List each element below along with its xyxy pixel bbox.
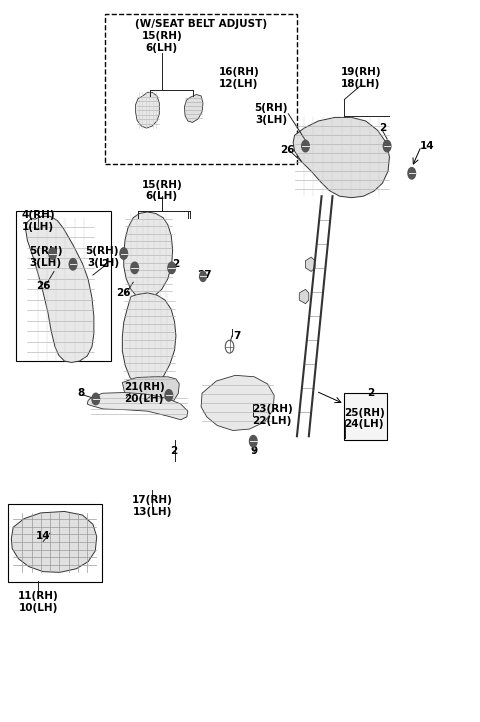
- Polygon shape: [184, 95, 203, 123]
- Circle shape: [92, 393, 99, 405]
- Text: 9: 9: [251, 445, 258, 456]
- Text: 5(RH)
3(LH): 5(RH) 3(LH): [85, 246, 119, 268]
- Circle shape: [49, 248, 56, 259]
- Text: 4(RH)
1(LH): 4(RH) 1(LH): [22, 211, 55, 232]
- Text: 26: 26: [117, 288, 131, 298]
- Circle shape: [250, 435, 257, 447]
- Circle shape: [168, 262, 176, 274]
- Circle shape: [131, 262, 138, 274]
- Text: 26: 26: [36, 281, 50, 291]
- Circle shape: [69, 258, 77, 270]
- Text: 2: 2: [170, 445, 177, 456]
- Text: 19(RH)
18(LH): 19(RH) 18(LH): [341, 67, 381, 89]
- Text: 14: 14: [36, 531, 50, 541]
- Text: 2: 2: [172, 259, 180, 269]
- Text: 21(RH)
20(LH): 21(RH) 20(LH): [124, 383, 165, 404]
- Polygon shape: [124, 212, 173, 299]
- Text: 5(RH)
3(LH): 5(RH) 3(LH): [254, 103, 288, 125]
- Text: 17(RH)
13(LH): 17(RH) 13(LH): [132, 495, 173, 516]
- Text: 25(RH)
24(LH): 25(RH) 24(LH): [344, 407, 385, 429]
- Circle shape: [408, 168, 416, 179]
- Text: 14: 14: [420, 141, 435, 151]
- Polygon shape: [136, 92, 159, 129]
- Text: 5(RH)
3(LH): 5(RH) 3(LH): [29, 246, 62, 268]
- Bar: [9, 504, 102, 582]
- Text: 15(RH)
6(LH): 15(RH) 6(LH): [141, 31, 182, 53]
- Polygon shape: [87, 393, 188, 419]
- Bar: [344, 393, 387, 440]
- Text: 27: 27: [197, 270, 212, 280]
- Text: 2: 2: [101, 259, 108, 269]
- Circle shape: [301, 140, 309, 152]
- Text: (W/SEAT BELT ADJUST): (W/SEAT BELT ADJUST): [135, 19, 267, 30]
- Polygon shape: [25, 217, 94, 362]
- Text: 15(RH)
6(LH): 15(RH) 6(LH): [141, 180, 182, 201]
- Circle shape: [165, 390, 173, 401]
- Polygon shape: [122, 293, 176, 387]
- Text: 2: 2: [379, 123, 386, 133]
- Text: 2: 2: [367, 388, 374, 399]
- Circle shape: [384, 140, 391, 152]
- Text: 16(RH)
12(LH): 16(RH) 12(LH): [219, 67, 259, 89]
- Bar: [105, 14, 297, 164]
- Bar: [16, 211, 111, 361]
- Polygon shape: [300, 290, 309, 304]
- Circle shape: [200, 271, 206, 282]
- Polygon shape: [305, 257, 315, 271]
- Polygon shape: [201, 375, 274, 430]
- Text: 8: 8: [77, 388, 84, 399]
- Circle shape: [120, 248, 128, 259]
- Text: 7: 7: [233, 331, 240, 341]
- Polygon shape: [293, 118, 389, 198]
- Polygon shape: [122, 377, 179, 409]
- Polygon shape: [12, 511, 96, 573]
- Text: 23(RH)
22(LH): 23(RH) 22(LH): [252, 404, 293, 425]
- Text: 11(RH)
10(LH): 11(RH) 10(LH): [18, 591, 59, 612]
- Text: 26: 26: [280, 144, 295, 155]
